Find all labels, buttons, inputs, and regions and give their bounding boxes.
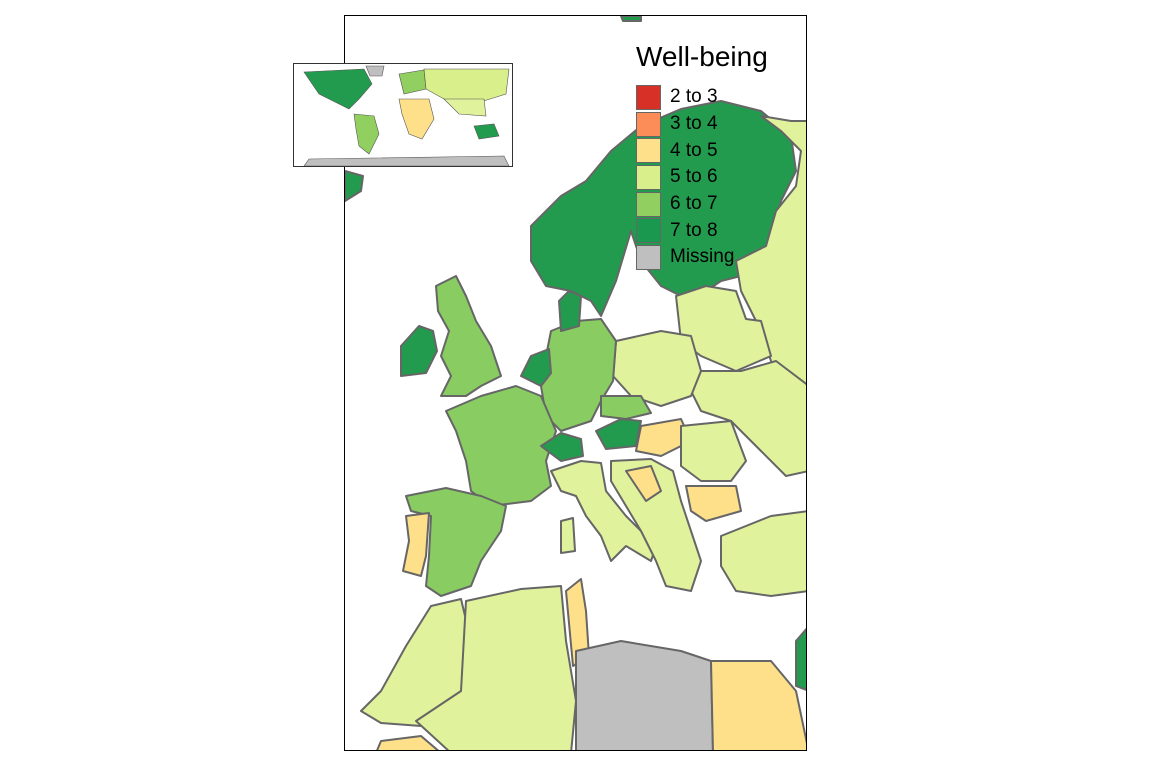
inset-south-america xyxy=(353,113,380,155)
country-egypt[interactable] xyxy=(710,660,807,751)
country-western-sahara[interactable] xyxy=(376,735,441,751)
legend-swatch xyxy=(636,244,661,270)
legend-swatch xyxy=(636,111,661,137)
country-spain[interactable] xyxy=(405,487,507,597)
country-algeria[interactable] xyxy=(415,585,577,751)
country-russia[interactable] xyxy=(735,115,807,411)
country-iceland-fragment[interactable] xyxy=(345,170,364,202)
world-map-inset xyxy=(303,65,510,166)
legend-swatch xyxy=(636,138,661,164)
country-netherlands[interactable] xyxy=(520,348,552,387)
country-denmark[interactable] xyxy=(558,290,582,332)
legend-label: Missing xyxy=(670,246,735,268)
legend-label: 6 to 7 xyxy=(670,193,718,215)
country-ireland[interactable] xyxy=(400,325,438,377)
map-panel[interactable] xyxy=(344,15,807,751)
legend-label: 2 to 3 xyxy=(670,86,718,108)
country-serbia-bosnia[interactable] xyxy=(625,465,662,502)
legend-label: 5 to 6 xyxy=(670,166,718,188)
country-austria[interactable] xyxy=(595,418,642,450)
legend-swatch xyxy=(636,164,661,190)
legend-item: 4 to 5 xyxy=(636,137,806,164)
country-poland[interactable] xyxy=(612,330,702,407)
inset-north-america xyxy=(303,68,373,110)
country-romania[interactable] xyxy=(680,420,747,482)
legend-title: Well-being xyxy=(636,41,768,72)
legend-item: 6 to 7 xyxy=(636,191,806,218)
legend-label: 4 to 5 xyxy=(670,139,718,161)
legend-item: Missing xyxy=(636,244,806,271)
legend-swatch xyxy=(636,84,661,110)
legend-item: 3 to 4 xyxy=(636,111,806,138)
country-switzerland[interactable] xyxy=(540,432,584,462)
map-legend: Well-being 2 to 3 3 to 4 4 to 5 5 to 6 6 to … xyxy=(636,40,806,271)
country-portugal[interactable] xyxy=(402,512,430,577)
legend-item: 7 to 8 xyxy=(636,217,806,244)
country-france[interactable] xyxy=(445,385,557,507)
country-turkey[interactable] xyxy=(720,510,807,597)
inset-antarctica xyxy=(303,155,510,166)
legend-swatch xyxy=(636,191,661,217)
country-hungary[interactable] xyxy=(635,418,692,457)
country-czech[interactable] xyxy=(600,395,652,420)
legend-label: 3 to 4 xyxy=(670,113,718,135)
legend-label: 7 to 8 xyxy=(670,219,718,241)
inset-europe xyxy=(398,69,427,95)
country-belarus-ukraine[interactable] xyxy=(690,360,807,477)
europe-map[interactable] xyxy=(345,16,807,751)
legend-item: 5 to 6 xyxy=(636,164,806,191)
inset-greenland xyxy=(365,65,385,77)
inset-south-asia xyxy=(443,98,487,117)
legend-items: 2 to 3 3 to 4 4 to 5 5 to 6 6 to 7 7 to 8 Miss… xyxy=(636,84,806,271)
legend-item: 2 to 3 xyxy=(636,84,806,111)
inset-australia xyxy=(473,123,500,140)
country-italy[interactable] xyxy=(550,460,657,562)
country-uk[interactable] xyxy=(435,275,502,397)
country-sardinia[interactable] xyxy=(560,517,576,554)
country-balkans[interactable] xyxy=(610,458,702,592)
inset-africa xyxy=(398,98,435,140)
legend-swatch xyxy=(636,218,661,244)
country-bulgaria[interactable] xyxy=(685,485,742,522)
country-tunisia[interactable] xyxy=(565,578,590,667)
country-libya[interactable] xyxy=(575,640,714,751)
country-israel[interactable] xyxy=(795,626,807,691)
world-overview-inset xyxy=(293,63,513,167)
country-greenland-fragment[interactable] xyxy=(620,16,642,22)
